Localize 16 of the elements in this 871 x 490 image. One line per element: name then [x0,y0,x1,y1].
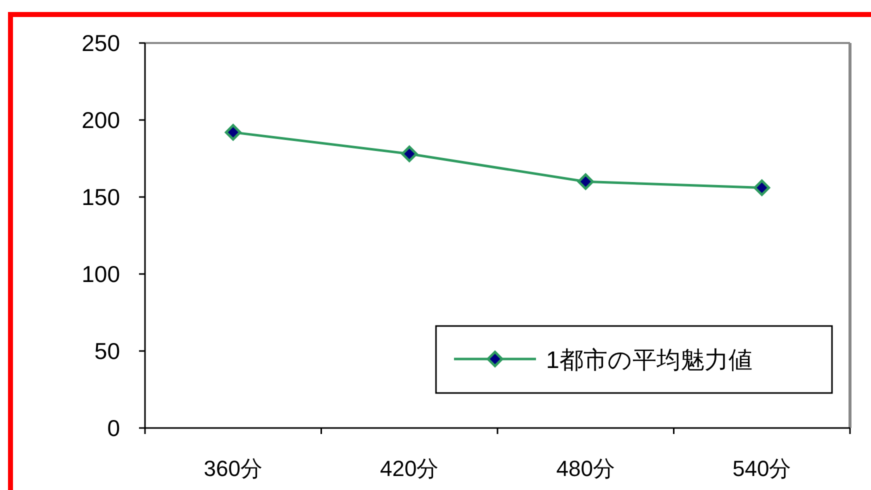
x-tick-label: 420分 [380,456,439,481]
y-tick-label: 50 [94,338,120,364]
x-tick-label: 480分 [556,456,615,481]
legend: 1都市の平均魅力値 [435,325,833,394]
legend-label: 1都市の平均魅力値 [546,347,752,374]
point [401,146,418,162]
y-tick-label: 0 [107,415,120,441]
y-tick-label: 250 [82,30,120,56]
x-tick-label: 360分 [204,456,262,481]
y-tick-label: 100 [82,261,120,287]
x-tick-label: 540分 [732,456,792,481]
point [577,173,594,190]
y-tick-label: 200 [82,107,120,133]
point [224,124,242,141]
y-tick-label: 150 [82,184,120,210]
point [754,180,770,196]
